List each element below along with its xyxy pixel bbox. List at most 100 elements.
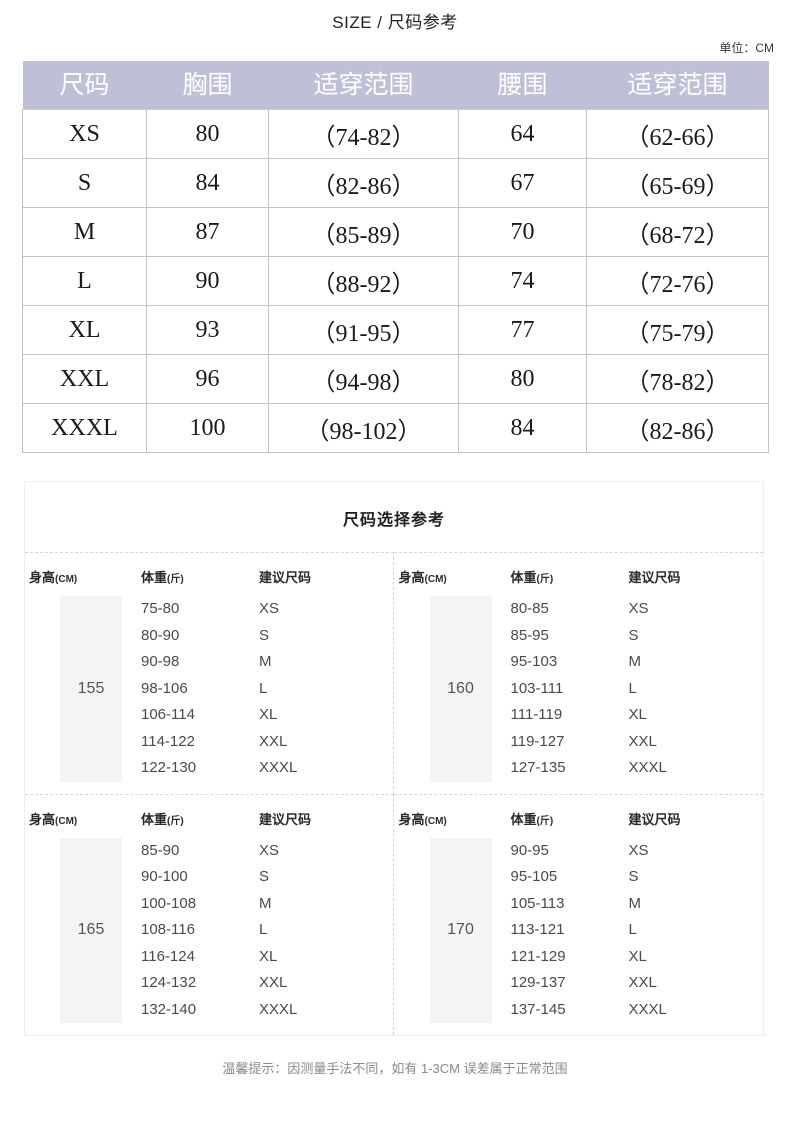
waist-cell: 67 (458, 158, 587, 208)
waist-range-cell: （78-82） (586, 354, 769, 404)
suggested-size-value: XXL (628, 732, 657, 750)
size-cell: M (22, 207, 147, 257)
suggested-size-value: XL (628, 706, 647, 723)
table-row: S 84 （82-86） 67 （65-69） (22, 158, 769, 208)
suggested-size-value: XL (259, 706, 278, 723)
suggested-size-value: S (259, 868, 270, 885)
suggested-size-value: XS (628, 600, 649, 617)
waist-range-cell: （72-76） (586, 256, 769, 306)
weight-range-value: 80-90 (141, 626, 180, 644)
waist-cell: 64 (458, 109, 587, 159)
weight-range-value: 114-122 (141, 732, 195, 750)
suggested-size-value: XXXL (259, 759, 298, 776)
size-cell: XXL (22, 354, 147, 404)
height-cell: 165 (29, 837, 141, 1023)
weight-range-value: 111-119 (510, 706, 563, 723)
quad-header-height-text: 身高 (398, 570, 425, 585)
size-guide-quadrant: 身高(CM) 体重(斤) 建议尺码 170 90-95 95-105 105-113 113-… (394, 793, 763, 1036)
table-row: M 87 （85-89） 70 （68-72） (22, 207, 769, 257)
column-header-size: 尺码 (22, 61, 147, 110)
suggested-size-value: XXXL (259, 1000, 298, 1018)
quad-header-weight-text: 体重 (141, 570, 168, 585)
quad-header-suggested-size-text: 建议尺码 (628, 570, 681, 585)
table-row: XS 80 （74-82） 64 （62-66） (22, 109, 769, 159)
bust-cell: 80 (146, 109, 269, 159)
quad-header-height: 身高(CM) (29, 809, 141, 828)
size-cell: S (22, 158, 147, 208)
quadrant-body: 170 90-95 95-105 105-113 113-121 121-129 129-1… (394, 837, 763, 1024)
bust-cell: 93 (146, 305, 269, 355)
quad-header-weight-text: 体重 (510, 570, 537, 585)
weight-range-value: 98-106 (141, 679, 188, 697)
table-header-row: 尺码 胸围 适穿范围 腰围 适穿范围 (22, 61, 769, 110)
weight-range-column: 85-90 90-100 100-108 108-116 116-124 124-132 1… (141, 838, 259, 1024)
suggested-size-value: XS (259, 841, 280, 859)
weight-range-column: 90-95 95-105 105-113 113-121 121-129 129-137 1… (511, 838, 629, 1024)
quad-header-suggested-size: 建议尺码 (629, 809, 759, 828)
quadrant-header: 身高(CM) 体重(斤) 建议尺码 (394, 567, 763, 596)
suggested-size-value: XXXL (628, 759, 667, 776)
waist-range-cell: （65-69） (586, 158, 769, 208)
table-row: XXL 96 （94-98） 80 （78-82） (22, 354, 769, 404)
height-cell: 170 (399, 837, 511, 1023)
weight-range-value: 119-127 (510, 732, 565, 750)
weight-range-value: 124-132 (141, 974, 197, 991)
quad-header-suggested-size-text: 建议尺码 (259, 570, 312, 585)
waist-cell: 74 (458, 256, 587, 306)
quad-header-weight-text: 体重 (510, 811, 537, 827)
weight-range-value: 116-124 (141, 947, 195, 965)
size-guide-card: 尺码选择参考 身高(CM) 体重(斤) 建议尺码 155 75-80 80-90 90-98… (24, 481, 764, 1036)
bust-range-cell: （85-89） (268, 207, 459, 257)
suggested-size-value: M (259, 894, 272, 912)
bust-range-cell: （91-95） (268, 305, 459, 355)
suggested-size-value: XXL (628, 974, 657, 991)
suggested-size-value: XS (628, 841, 649, 859)
quad-header-height: 身高(CM) (29, 567, 141, 586)
quad-header-height-unit: (CM) (55, 574, 78, 585)
bust-range-cell: （74-82） (268, 109, 459, 159)
suggested-size-column: XS S M L XL XXL XXXL (629, 838, 759, 1024)
suggested-size-value: M (628, 653, 642, 670)
quad-header-weight: 体重(斤) (141, 567, 259, 586)
weight-range-value: 106-114 (141, 706, 195, 723)
quad-header-height-unit: (CM) (55, 815, 78, 827)
size-cell: XS (22, 109, 147, 159)
suggested-size-value: XL (259, 947, 278, 965)
bust-range-cell: （94-98） (268, 354, 459, 404)
quad-header-weight-unit: (斤) (167, 574, 184, 585)
waist-cell: 70 (458, 207, 587, 257)
size-chart-page: SIZE / 尺码参考 单位：CM 尺码 胸围 适穿范围 腰围 适穿范围 XS 8… (22, 13, 774, 1076)
quad-header-weight-unit: (斤) (536, 815, 554, 827)
size-cell: L (22, 256, 147, 306)
suggested-size-value: XXL (259, 974, 288, 991)
quadrant-header: 身高(CM) 体重(斤) 建议尺码 (25, 809, 393, 838)
size-measurements-table: 尺码 胸围 适穿范围 腰围 适穿范围 XS 80 （74-82） 64 （62-66） S… (22, 61, 769, 453)
waist-range-cell: （68-72） (586, 207, 769, 257)
quad-header-weight: 体重(斤) (511, 809, 629, 828)
weight-range-value: 95-105 (510, 868, 558, 885)
quad-header-suggested-size-text: 建议尺码 (628, 811, 681, 827)
weight-range-value: 132-140 (141, 1000, 197, 1018)
suggested-size-value: S (628, 868, 639, 885)
suggested-size-value: S (259, 626, 270, 644)
weight-range-value: 113-121 (510, 921, 565, 938)
suggested-size-column: XS S M L XL XXL XXXL (259, 838, 389, 1024)
weight-range-value: 95-103 (510, 653, 558, 670)
weight-range-value: 127-135 (510, 759, 566, 776)
page-title: SIZE / 尺码参考 (332, 13, 458, 32)
weight-range-value: 90-100 (141, 868, 188, 885)
height-value-chip: 155 (60, 596, 122, 782)
suggested-size-value: M (628, 894, 642, 912)
quad-header-height: 身高(CM) (399, 567, 511, 586)
quad-header-weight-unit: (斤) (536, 574, 554, 585)
quad-header-height-unit: (CM) (424, 574, 447, 585)
quadrant-body: 165 85-90 90-100 100-108 108-116 116-124 124-1… (25, 837, 393, 1024)
size-guide-grid: 身高(CM) 体重(斤) 建议尺码 155 75-80 80-90 90-98 98-106 1… (25, 552, 763, 1035)
weight-range-value: 122-130 (141, 759, 197, 776)
suggested-size-value: XXXL (628, 1000, 667, 1018)
quad-header-suggested-size: 建议尺码 (259, 567, 389, 586)
bust-cell: 84 (146, 158, 269, 208)
quad-header-suggested-size-text: 建议尺码 (259, 811, 312, 827)
height-value-chip: 165 (60, 837, 122, 1023)
weight-range-value: 108-116 (141, 921, 195, 938)
